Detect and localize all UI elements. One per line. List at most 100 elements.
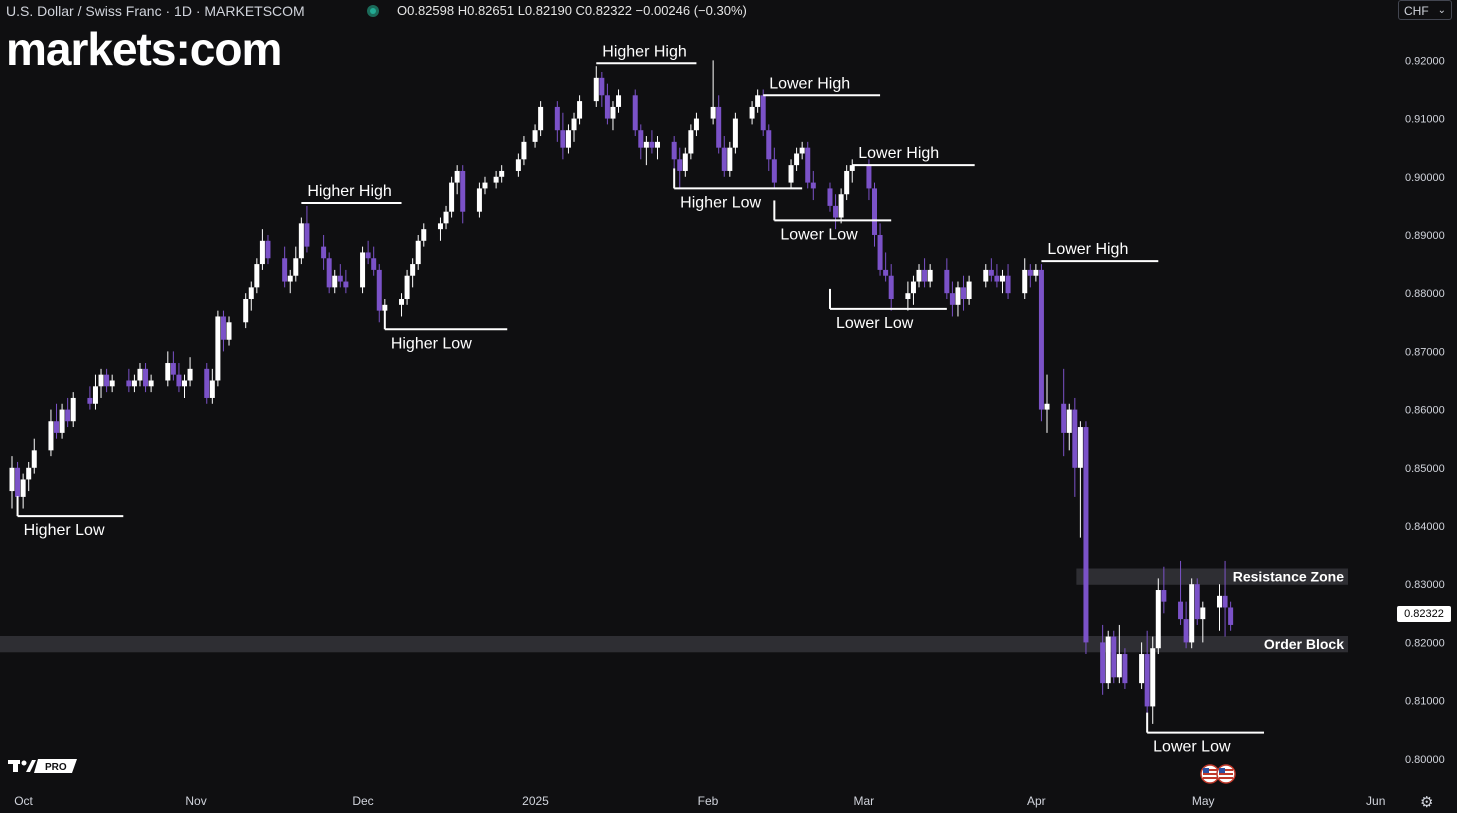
swing-annotation[interactable]: Lower Low bbox=[773, 200, 892, 243]
time-tick-label: Feb bbox=[698, 794, 719, 808]
candle bbox=[443, 205, 449, 230]
candle-body bbox=[499, 170, 505, 177]
candle bbox=[1022, 258, 1028, 300]
us-flag-events-icon[interactable] bbox=[1200, 763, 1240, 785]
candle bbox=[983, 264, 989, 288]
candle-body bbox=[326, 258, 332, 288]
candle-body bbox=[721, 147, 727, 171]
tradingview-logo-icon[interactable]: PRO bbox=[8, 758, 78, 774]
time-tick-label: May bbox=[1192, 794, 1215, 808]
candle bbox=[610, 101, 616, 131]
candle-body bbox=[148, 380, 154, 387]
candle-body bbox=[599, 77, 605, 96]
candle-body bbox=[1022, 269, 1028, 294]
candle-body bbox=[905, 293, 911, 300]
price-tick-label: 0.82000 bbox=[1405, 637, 1445, 649]
swing-annotation[interactable]: Lower High bbox=[852, 145, 975, 167]
time-tick-label: Oct bbox=[14, 794, 33, 808]
candle bbox=[148, 374, 154, 393]
candle-body bbox=[844, 170, 850, 195]
annotation-label: Higher High bbox=[307, 183, 391, 200]
candle-body bbox=[944, 269, 950, 294]
candle-body bbox=[1005, 275, 1011, 294]
candle bbox=[999, 269, 1005, 294]
candle bbox=[304, 205, 310, 253]
candle bbox=[109, 374, 115, 393]
candle bbox=[321, 234, 327, 270]
candle bbox=[137, 363, 143, 387]
candle bbox=[922, 258, 928, 288]
swing-annotation[interactable]: Lower Low bbox=[1146, 712, 1265, 756]
candle bbox=[966, 275, 972, 305]
swing-annotation[interactable]: Higher Low bbox=[673, 168, 803, 211]
candle-body bbox=[1217, 595, 1222, 608]
candle-body bbox=[176, 374, 182, 387]
candle-body bbox=[521, 141, 527, 160]
swing-annotation[interactable]: Higher High bbox=[596, 43, 697, 65]
candle bbox=[170, 351, 176, 381]
candle-body bbox=[92, 386, 98, 404]
zone-order-block[interactable] bbox=[0, 636, 1348, 653]
candle-body bbox=[927, 269, 933, 282]
candle bbox=[872, 182, 877, 247]
price-tick-label: 0.92000 bbox=[1405, 55, 1445, 67]
candle bbox=[638, 124, 644, 160]
candle-body bbox=[437, 223, 443, 230]
candle-body bbox=[1122, 654, 1128, 684]
time-axis: Oct Nov Dec 2025 Feb Mar Apr May Jun bbox=[14, 794, 1385, 808]
candle bbox=[988, 258, 994, 282]
candle bbox=[616, 89, 622, 113]
candle bbox=[1194, 578, 1200, 625]
candle bbox=[482, 176, 488, 195]
candle-body bbox=[343, 281, 349, 288]
candle bbox=[371, 246, 377, 276]
candle-body bbox=[226, 322, 232, 340]
currency-select[interactable]: CHF ⌄ bbox=[1398, 0, 1452, 20]
candle-body bbox=[1066, 409, 1072, 433]
candle-body bbox=[1144, 654, 1150, 707]
candle-body bbox=[910, 281, 916, 294]
candle-body bbox=[220, 316, 226, 340]
swing-annotation[interactable]: Higher High bbox=[301, 183, 402, 204]
candle bbox=[54, 403, 60, 439]
candle-body bbox=[365, 252, 371, 259]
swing-annotation[interactable]: Lower High bbox=[763, 75, 881, 97]
price-tick-label: 0.83000 bbox=[1405, 579, 1445, 591]
candle-body bbox=[749, 106, 755, 119]
candle-body bbox=[560, 130, 566, 148]
candle-body bbox=[59, 409, 65, 433]
candle-body bbox=[126, 380, 132, 387]
candle-body bbox=[604, 95, 610, 119]
candle bbox=[376, 264, 382, 323]
candle bbox=[1161, 566, 1167, 614]
candle bbox=[410, 258, 416, 288]
annotation-label: Lower High bbox=[769, 75, 850, 92]
candle bbox=[833, 194, 839, 230]
candle-body bbox=[866, 165, 872, 189]
candle bbox=[1189, 578, 1195, 649]
candle-body bbox=[1155, 590, 1161, 649]
candle-body bbox=[610, 106, 616, 119]
swing-annotation[interactable]: Lower High bbox=[1041, 241, 1159, 263]
candle bbox=[1105, 630, 1111, 689]
candle-body bbox=[922, 269, 928, 282]
zone-resistance[interactable] bbox=[1076, 568, 1348, 585]
candle bbox=[649, 130, 655, 154]
symbol-title[interactable]: U.S. Dollar / Swiss Franc · 1D · MARKETS… bbox=[6, 3, 305, 19]
candle-body bbox=[677, 159, 683, 171]
candle bbox=[571, 112, 577, 142]
candle-body bbox=[571, 118, 577, 131]
candle bbox=[182, 374, 187, 398]
candle bbox=[565, 124, 571, 154]
swing-annotation[interactable]: Higher Low bbox=[16, 496, 124, 539]
candle bbox=[265, 234, 271, 265]
swing-annotation[interactable]: Lower Low bbox=[828, 288, 947, 332]
candle-body bbox=[716, 106, 722, 148]
settings-gear-icon[interactable]: ⚙ bbox=[1420, 794, 1434, 811]
candle-body bbox=[532, 130, 538, 142]
candle bbox=[760, 89, 766, 137]
swing-annotation[interactable]: Higher Low bbox=[383, 309, 508, 352]
candle-body bbox=[410, 264, 416, 276]
candle bbox=[209, 368, 215, 404]
